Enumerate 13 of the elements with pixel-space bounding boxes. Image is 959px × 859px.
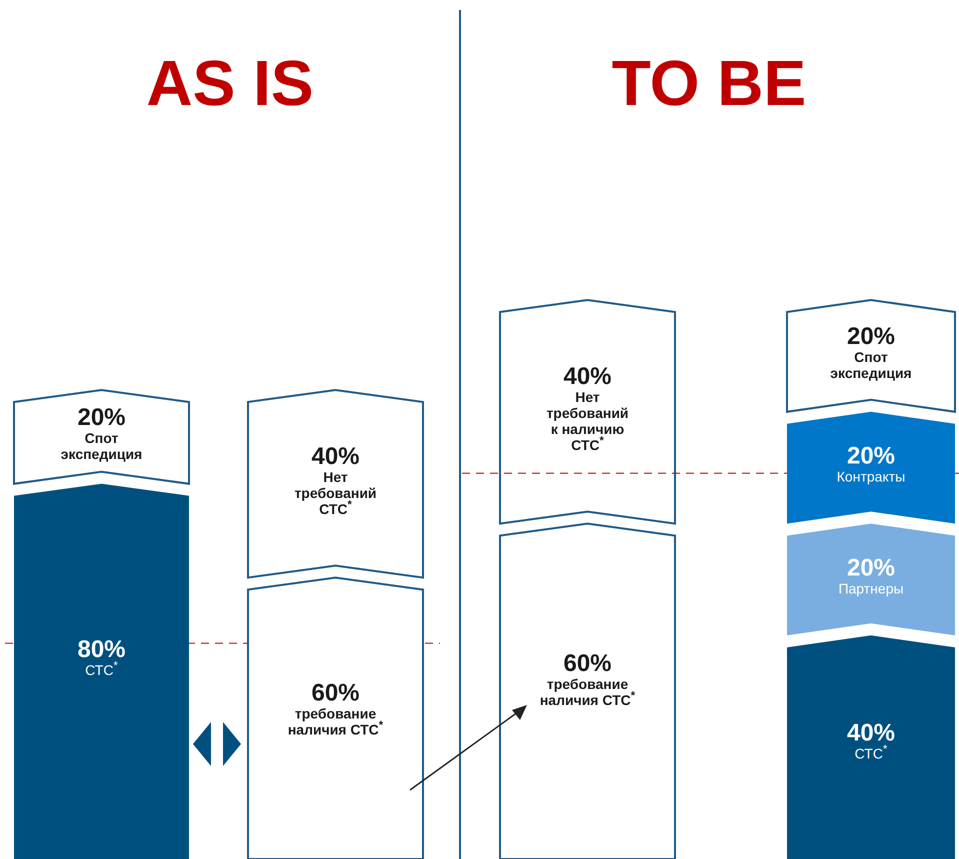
data-label: 40% Нет требований СТС$^{*}$ (294, 442, 377, 517)
data-label: 20% Партнеры (838, 554, 904, 596)
data-label: 20% Контракты (836, 442, 906, 485)
data-label: 40% Нет требований к наличию СТС$^{*}$ (546, 362, 629, 453)
chart-title: AS IS (146, 47, 314, 119)
data-label: 20% Спот экспедиция (60, 404, 142, 462)
data-label: 60% требование наличия СТС$^{*}$ (288, 680, 384, 738)
data-label: 80% СТС$^{*}$ (77, 636, 126, 678)
chart-title: TO BE (612, 47, 806, 119)
data-label: 20% Спот экспедиция (830, 322, 912, 381)
data-label: 40% СТС$^{*}$ (846, 719, 896, 762)
bar (787, 635, 955, 859)
data-label: 60% требование наличия СТС$^{*}$ (540, 650, 636, 708)
